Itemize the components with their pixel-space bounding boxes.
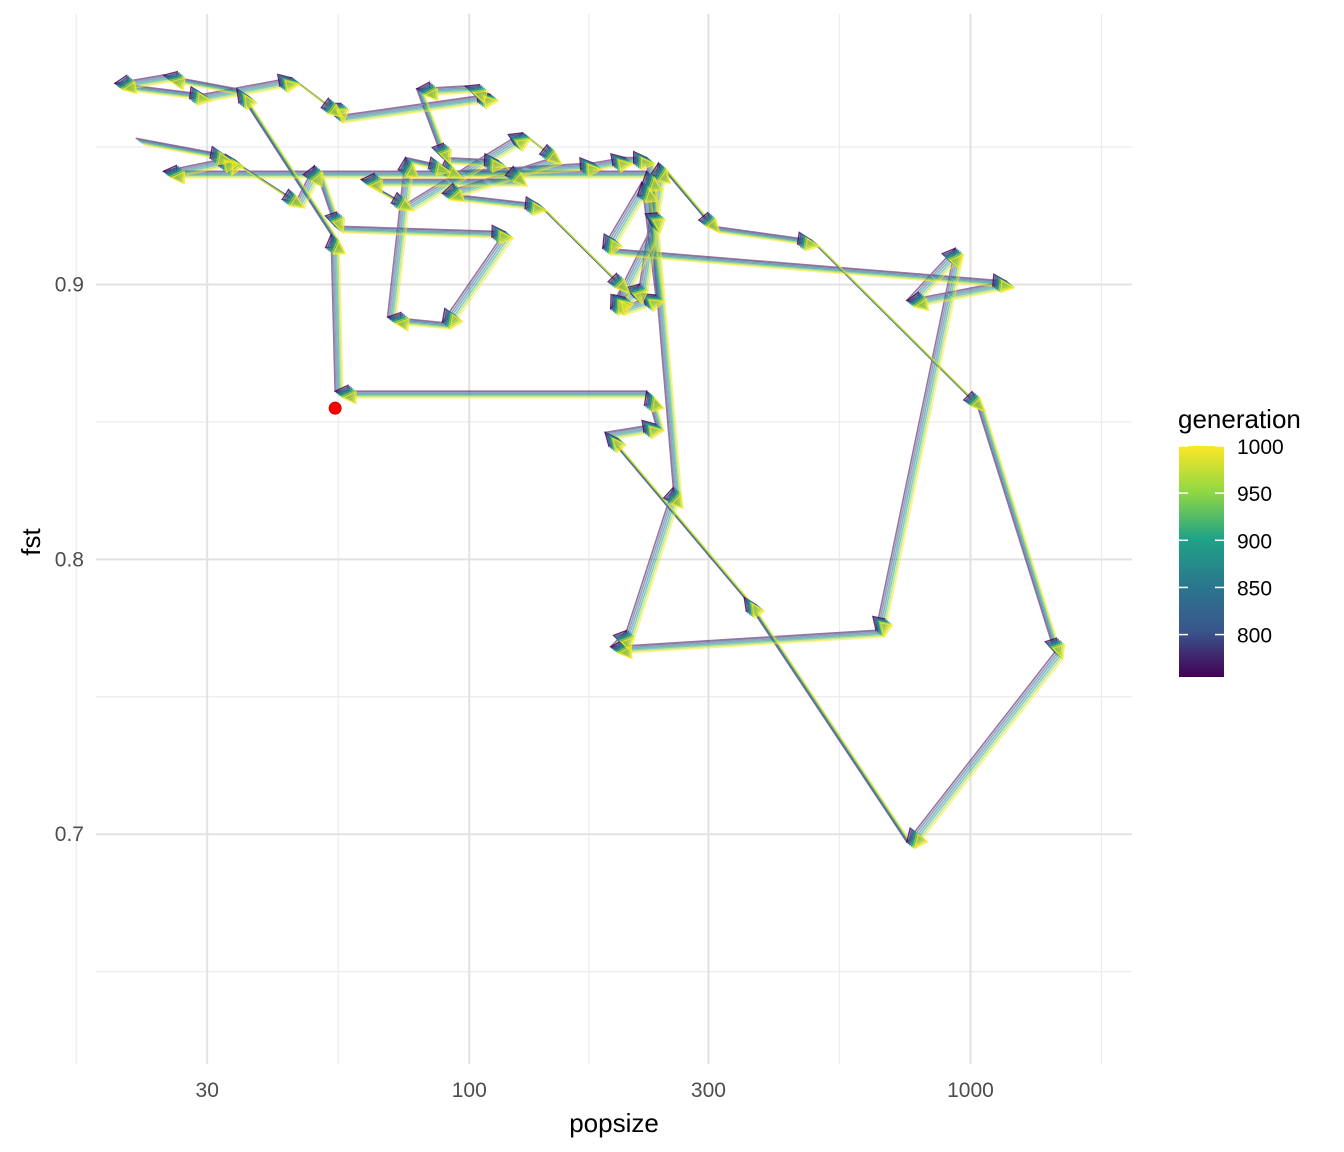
trajectory-path-gen-800	[115, 75, 1058, 845]
arrowhead-marker	[620, 635, 636, 652]
arrowhead-marker	[650, 217, 665, 233]
arrowhead-marker	[170, 170, 186, 185]
trajectory-path-gen-950	[120, 79, 1062, 849]
arrowhead-marker	[435, 162, 452, 177]
arrowhead-marker	[423, 87, 439, 102]
arrowhead-marker	[499, 230, 515, 245]
trajectory-path-gen-1000	[122, 80, 1064, 850]
arrowhead-marker	[510, 170, 527, 186]
arrowhead-marker	[651, 396, 665, 413]
arrowhead-marker	[633, 289, 649, 305]
arrowhead-marker	[405, 162, 419, 179]
arrowhead-marker	[612, 437, 628, 454]
legend-title: generation	[1178, 404, 1301, 434]
trajectory-path-gen-850	[117, 76, 1059, 846]
arrowhead-marker	[617, 299, 631, 317]
arrowhead-marker	[546, 150, 563, 165]
arrowhead-marker	[446, 165, 464, 179]
x-tick-label: 30	[196, 1079, 219, 1102]
arrowhead-marker	[640, 157, 657, 171]
colorbar	[1179, 446, 1224, 677]
y-axis-ticks: 0.7 0.8 0.9	[55, 273, 84, 846]
arrowhead-marker	[483, 95, 500, 110]
arrowhead-marker	[515, 138, 532, 153]
arrowhead-marker	[170, 77, 187, 91]
arrowhead-marker	[532, 202, 548, 217]
x-tick-label: 1000	[947, 1079, 994, 1102]
arrowhead-marker	[367, 179, 383, 193]
arrowhead-marker	[509, 169, 525, 185]
legend-tick-label: 950	[1237, 483, 1272, 506]
legend-tick-label: 1000	[1237, 436, 1284, 459]
arrowhead-marker	[448, 189, 466, 203]
arrowhead-marker	[491, 159, 508, 174]
arrowhead-marker	[968, 395, 985, 412]
x-axis-title: popsize	[569, 1108, 659, 1138]
legend-tick-label: 850	[1237, 577, 1272, 600]
arrowhead-marker	[948, 253, 965, 270]
arrowhead-marker	[913, 833, 929, 850]
arrowhead-marker	[284, 79, 301, 94]
arrowhead-marker	[970, 396, 987, 413]
arrowhead-marker	[609, 239, 624, 256]
arrowhead-marker	[439, 148, 453, 166]
arrowhead-marker	[751, 602, 766, 619]
arrowhead-marker	[614, 278, 631, 295]
arrowhead-marker	[613, 277, 629, 293]
arrowhead-marker	[512, 171, 529, 187]
arrowhead-marker	[1000, 279, 1016, 294]
arrowhead-marker	[967, 394, 983, 410]
legend-tick-label: 800	[1237, 625, 1272, 648]
start-point-marker	[328, 401, 342, 415]
arrowhead-marker	[121, 80, 138, 95]
x-axis-ticks: 30 100 300 1000	[196, 1079, 994, 1102]
arrowhead-marker	[289, 194, 306, 209]
arrowhead-marker	[618, 159, 635, 174]
arrowhead-marker	[647, 424, 664, 439]
arrowhead-marker	[394, 317, 410, 332]
x-tick-label: 100	[452, 1079, 487, 1102]
arrowhead-marker	[878, 620, 892, 637]
y-tick-label: 0.9	[55, 273, 84, 296]
legend-tick-label: 900	[1237, 530, 1272, 553]
arrowhead-marker	[471, 90, 489, 104]
y-axis-title: fst	[16, 528, 46, 556]
arrowhead-marker	[804, 237, 821, 252]
colorbar-legend: generation 800 850 900 950 1000	[1178, 404, 1301, 677]
arrowhead-marker	[449, 313, 464, 331]
arrowhead-marker	[544, 148, 562, 164]
arrowhead-marker	[649, 426, 666, 440]
arrowhead-marker	[705, 217, 721, 234]
arrowhead-marker	[332, 239, 347, 255]
arrowhead-marker	[1052, 643, 1066, 661]
arrowhead-marker	[196, 92, 213, 107]
arrowhead-marker	[657, 168, 672, 185]
arrowhead-marker	[585, 162, 602, 176]
arrowhead-marker	[670, 492, 684, 509]
x-tick-label: 300	[691, 1079, 726, 1102]
arrowhead-marker	[648, 176, 663, 192]
arrowhead-marker	[341, 390, 357, 405]
arrowhead-marker	[398, 198, 415, 212]
y-tick-label: 0.8	[55, 548, 84, 571]
arrowhead-marker	[244, 94, 259, 111]
arrowhead-marker	[913, 297, 930, 312]
trajectory-paths	[114, 74, 1064, 850]
trajectory-path-gen-760	[114, 74, 1056, 843]
arrowhead-marker	[648, 299, 666, 313]
arrowhead-marker	[310, 171, 324, 188]
arrowhead-marker	[879, 622, 894, 639]
trajectory-path-gen-900	[118, 78, 1061, 847]
y-tick-label: 0.7	[55, 823, 84, 846]
trajectory-markers	[113, 70, 1066, 850]
arrowhead-marker	[231, 159, 245, 177]
arrowhead-marker	[587, 163, 603, 178]
arrowhead-marker	[611, 276, 628, 292]
arrowhead-marker	[332, 217, 346, 235]
arrowhead-marker	[644, 187, 659, 204]
arrowhead-marker	[620, 300, 635, 317]
arrowhead-marker	[652, 218, 667, 235]
arrowhead-marker	[336, 109, 351, 125]
